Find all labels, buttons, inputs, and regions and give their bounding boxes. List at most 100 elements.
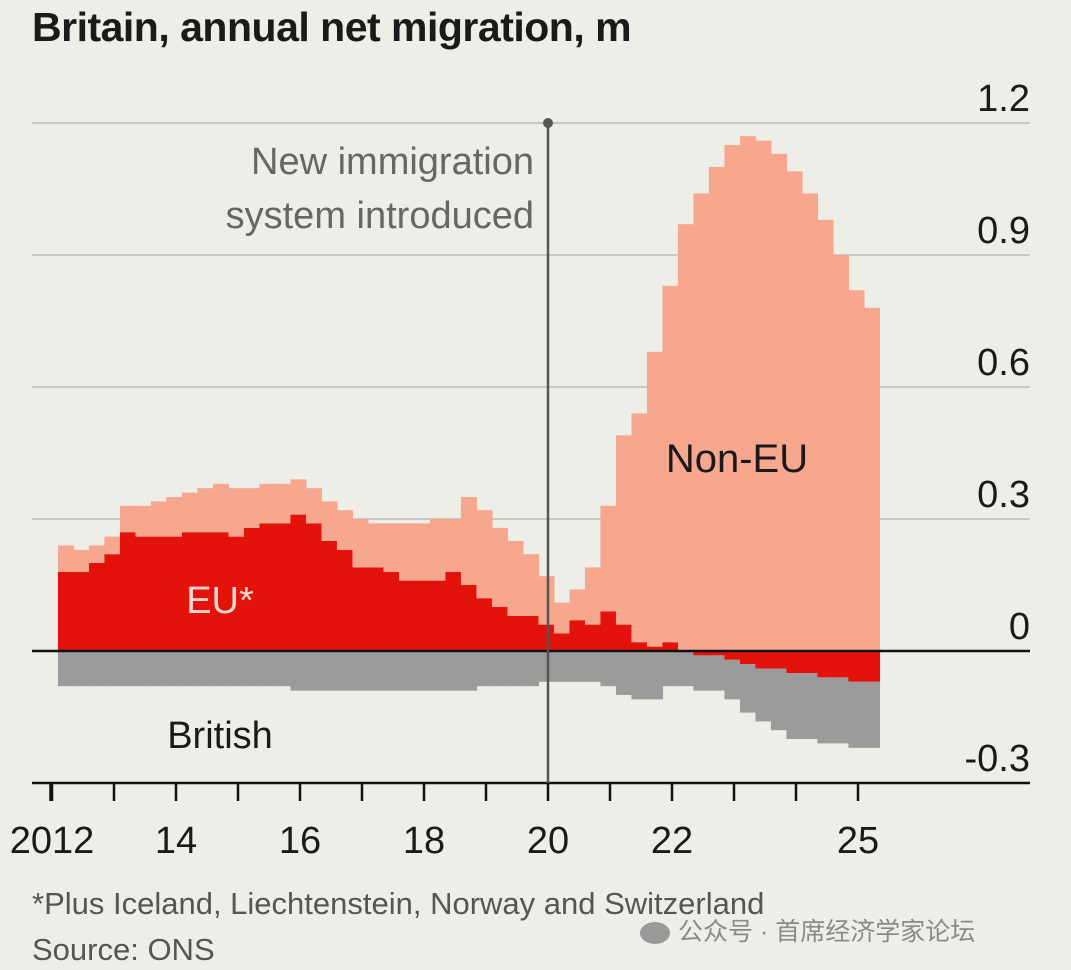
british-bar (786, 673, 803, 739)
eu-bar (259, 523, 276, 651)
eu-bar (724, 651, 741, 660)
eu-bar (228, 536, 245, 651)
british-bar (491, 651, 509, 687)
eu-bar (491, 607, 509, 651)
x-tick-label: 2012 (10, 820, 95, 862)
non-eu-bar (476, 510, 493, 599)
eu-bar (460, 585, 478, 651)
british-bar (600, 651, 617, 687)
british-bar (429, 651, 447, 691)
eu-bar (445, 571, 462, 651)
eu-bar (553, 633, 571, 651)
y-tick-label: -0.3 (965, 738, 1030, 780)
y-tick-label: 0.9 (977, 210, 1030, 252)
eu-bar (708, 651, 726, 656)
british-bar (290, 651, 307, 691)
eu-bar (801, 651, 819, 673)
non-eu-bar (367, 523, 385, 568)
eu-bar (739, 651, 757, 665)
eu-bar (166, 536, 183, 651)
british-bar (770, 668, 788, 731)
non-eu-bar (274, 483, 292, 524)
x-tick-label: 20 (527, 820, 569, 862)
non-eu-bar (569, 589, 586, 621)
eu-bar (57, 571, 75, 651)
british-bar (677, 651, 695, 687)
eu-bar (181, 532, 199, 651)
non-eu-bar (305, 488, 323, 524)
non-eu-bar (491, 527, 509, 607)
annotation-line1: New immigration (251, 141, 534, 183)
non-eu-bar (600, 505, 617, 612)
eu-bar (646, 646, 664, 651)
eu-bar (863, 651, 881, 682)
non-eu-bar (290, 479, 307, 515)
non-eu-bar (135, 505, 152, 537)
watermark-text: 公众号 · 首席经济学家论坛 (678, 918, 976, 946)
british-bar (693, 655, 710, 691)
non-eu-bar (770, 153, 788, 652)
non-eu-bar (243, 488, 261, 528)
eu-bar (693, 651, 710, 656)
british-bar (538, 651, 555, 682)
british-bar (181, 651, 199, 687)
eu-bar (522, 615, 540, 651)
non-eu-bar (228, 488, 245, 537)
eu-bar (755, 651, 772, 669)
eu-bar (569, 620, 586, 651)
british-bar (150, 651, 168, 687)
british-bar (569, 651, 586, 682)
british-bar (104, 651, 121, 687)
british-bar (460, 651, 478, 691)
eu-bar (367, 567, 385, 651)
british-bar (57, 651, 75, 687)
eu-bar (274, 523, 292, 651)
british-bar (662, 651, 679, 687)
non-eu-bar (429, 519, 447, 581)
british-bar (135, 651, 152, 687)
eu-bar (73, 571, 90, 651)
y-tick-label: 0.3 (977, 474, 1030, 516)
british-bar (321, 651, 338, 691)
non-eu-bar (677, 224, 695, 651)
non-eu-bar (383, 523, 400, 572)
non-eu-bar (615, 435, 633, 625)
non-eu-bar (398, 523, 416, 581)
non-eu-bar (507, 541, 524, 616)
british-bar (88, 651, 106, 687)
british-bar (553, 651, 571, 682)
british-bar (243, 651, 261, 687)
eu-bar (584, 624, 602, 651)
british-bar (615, 651, 633, 695)
non-eu-bar (181, 492, 199, 533)
x-tick-label: 14 (155, 820, 197, 862)
eu-bar (600, 611, 617, 651)
british-bar (724, 659, 741, 700)
british-bar (305, 651, 323, 691)
non-eu-bar (414, 523, 431, 581)
non-eu-bar (460, 497, 478, 585)
non-eu-bar (739, 136, 757, 651)
eu-bar (243, 527, 261, 651)
british-bar (336, 651, 354, 691)
eu-bar (398, 580, 416, 651)
non-eu-bar (150, 501, 168, 537)
wechat-icon (640, 922, 670, 945)
eu-bar (848, 651, 865, 682)
eu-bar (429, 580, 447, 651)
non-eu-bar (445, 519, 462, 572)
eu-bar (352, 567, 369, 651)
eu-bar (832, 651, 850, 678)
chart-title: Britain, annual net migration, m (32, 4, 632, 50)
eu-bar (212, 532, 230, 651)
x-tick-label: 22 (651, 820, 693, 862)
eu-bar (88, 563, 106, 651)
british-bar (817, 677, 834, 744)
eu-bar (631, 642, 648, 651)
non-eu-bar (522, 554, 540, 616)
non-eu-bar (336, 510, 354, 550)
non-eu-bar (584, 567, 602, 625)
x-tick-label: 18 (403, 820, 445, 862)
non-eu-bar (321, 501, 338, 541)
